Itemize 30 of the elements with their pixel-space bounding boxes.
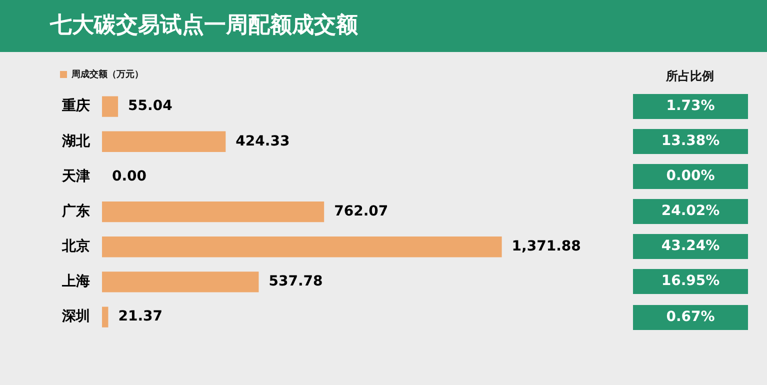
- text: 1.73%: [633, 94, 748, 120]
- y-tick-label: 湖北: [61, 133, 91, 150]
- data-label: 0.00: [112, 168, 147, 184]
- data-label: 21.37: [118, 308, 163, 325]
- data-label: 762.07: [334, 203, 388, 220]
- bar: [102, 96, 118, 117]
- bar: [102, 272, 259, 292]
- y-tick-label: 深圳: [61, 308, 90, 325]
- data-label: 537.78: [268, 274, 323, 290]
- text: 所占比例: [665, 68, 715, 85]
- y-tick-label: 北京: [61, 238, 90, 255]
- data-label: 55.04: [128, 98, 173, 114]
- y-tick-label: 上海: [61, 274, 90, 290]
- text: 0.00%: [633, 164, 748, 190]
- text: 0.67%: [633, 304, 748, 330]
- legend-label: 周成交额（万元）: [70, 68, 144, 80]
- y-tick-label: 重庆: [61, 97, 90, 114]
- text: 13.38%: [633, 129, 748, 154]
- y-tick-label: 天津: [61, 168, 90, 184]
- bar: [102, 236, 502, 258]
- text: 24.02%: [633, 199, 748, 224]
- bar: [102, 306, 108, 328]
- data-label: 1,371.88: [512, 238, 581, 255]
- text: 16.95%: [633, 269, 748, 294]
- data-label: 424.33: [236, 133, 290, 150]
- chart-title: 七大碳交易试点一周配额成交额: [0, 0, 767, 52]
- bar: [102, 201, 324, 222]
- y-tick-label: 广东: [61, 202, 90, 220]
- text: 43.24%: [633, 234, 748, 260]
- bar: [102, 131, 226, 152]
